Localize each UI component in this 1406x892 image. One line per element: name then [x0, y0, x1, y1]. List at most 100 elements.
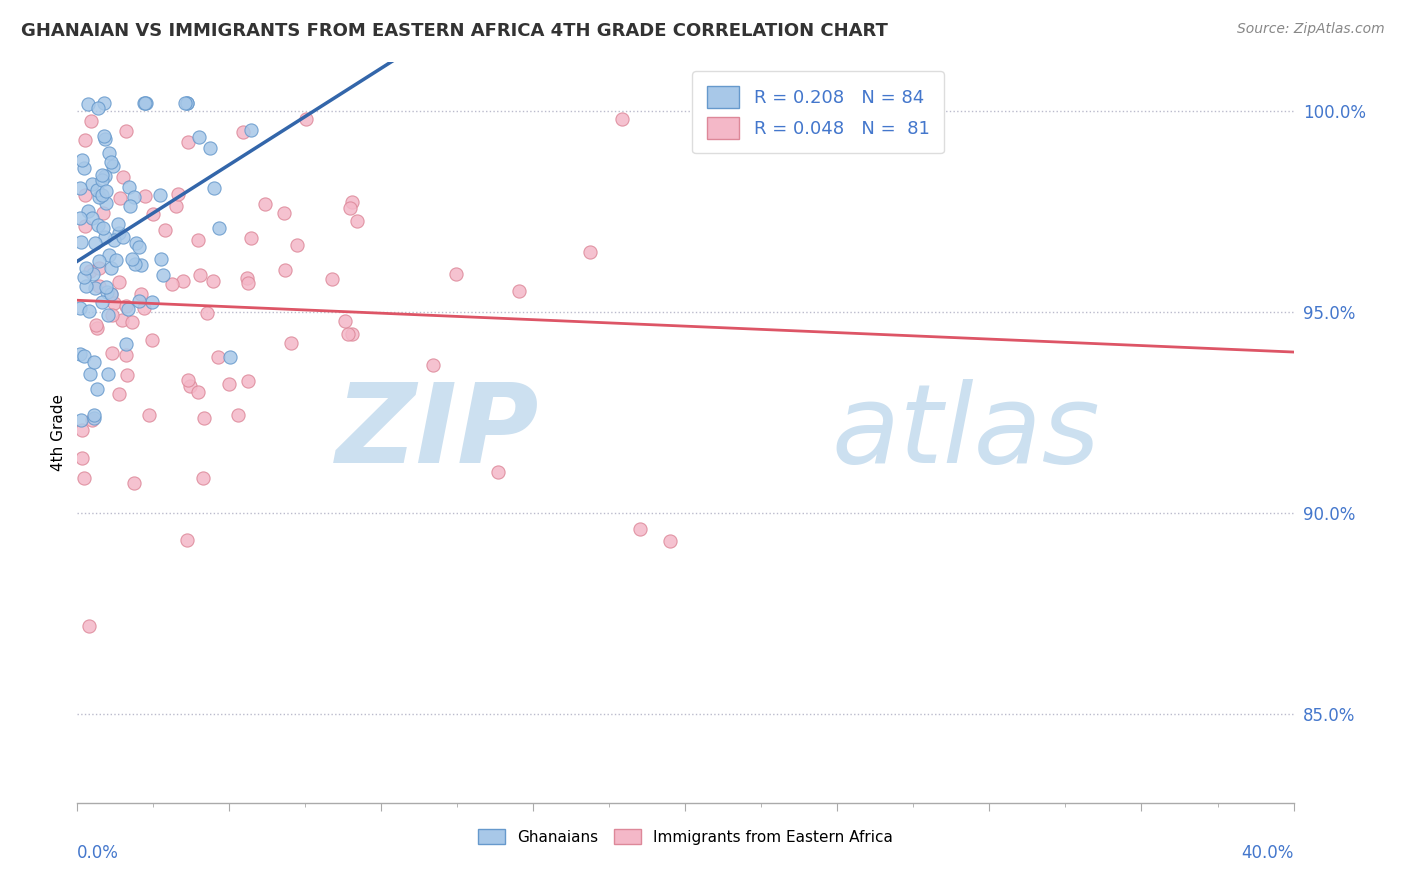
Point: [77, 304, 100, 318]
Point: [89, 253, 111, 268]
Point: [96, 285, 118, 299]
Point: [141, 294, 163, 309]
Point: [70, 153, 93, 168]
Point: [226, 408, 249, 422]
Point: [122, 190, 145, 204]
Point: [273, 206, 295, 220]
Point: [70, 450, 93, 465]
Text: GHANAIAN VS IMMIGRANTS FROM EASTERN AFRICA 4TH GRADE CORRELATION CHART: GHANAIAN VS IMMIGRANTS FROM EASTERN AFRI…: [21, 22, 889, 40]
Point: [80, 114, 103, 128]
Point: [73, 350, 96, 364]
Point: [111, 313, 134, 327]
Point: [70, 235, 93, 249]
Point: [195, 306, 218, 320]
Point: [174, 95, 197, 110]
Point: [118, 180, 141, 194]
Point: [93, 95, 115, 110]
Point: [236, 374, 259, 388]
Point: [83, 281, 105, 295]
Point: [118, 199, 141, 213]
Point: [94, 229, 117, 244]
Point: [610, 112, 633, 126]
Point: [70, 423, 93, 437]
Point: [422, 359, 444, 373]
Point: [94, 280, 117, 294]
Point: [87, 260, 110, 275]
Point: [89, 279, 111, 293]
Point: [121, 252, 143, 267]
Point: [91, 206, 114, 220]
Point: [176, 533, 198, 548]
Point: [444, 267, 467, 281]
Point: [240, 123, 263, 137]
Point: [193, 411, 215, 425]
Point: [218, 376, 240, 391]
Point: [153, 223, 176, 237]
Point: [86, 321, 108, 335]
Point: [274, 262, 297, 277]
Point: [138, 408, 160, 422]
Point: [253, 197, 276, 211]
Point: [69, 413, 91, 427]
Point: [176, 135, 198, 149]
Point: [87, 101, 110, 115]
Point: [69, 181, 91, 195]
Point: [176, 95, 198, 110]
Text: ZIP: ZIP: [336, 379, 540, 486]
Point: [128, 240, 150, 254]
Point: [333, 314, 356, 328]
Point: [86, 382, 108, 396]
Point: [73, 188, 96, 202]
Text: 40.0%: 40.0%: [1241, 844, 1294, 862]
Point: [69, 301, 91, 315]
Point: [97, 367, 120, 381]
Point: [80, 178, 103, 192]
Point: [486, 466, 509, 480]
Y-axis label: 4th Grade: 4th Grade: [51, 394, 66, 471]
Point: [508, 285, 530, 299]
Point: [112, 229, 135, 244]
Point: [115, 124, 138, 138]
Point: [76, 204, 98, 219]
Point: [83, 355, 105, 369]
Text: atlas: atlas: [831, 379, 1099, 486]
Point: [75, 219, 97, 234]
Point: [86, 318, 108, 332]
Point: [115, 337, 138, 351]
Point: [219, 350, 242, 364]
Text: 0.0%: 0.0%: [77, 844, 120, 862]
Point: [628, 522, 651, 536]
Point: [79, 264, 101, 278]
Point: [114, 299, 136, 313]
Point: [240, 231, 263, 245]
Point: [75, 260, 97, 275]
Point: [100, 287, 122, 301]
Point: [77, 96, 100, 111]
Point: [91, 221, 114, 235]
Point: [122, 475, 145, 490]
Point: [129, 258, 152, 272]
Point: [207, 351, 229, 365]
Point: [82, 413, 104, 427]
Point: [90, 187, 112, 202]
Point: [191, 470, 214, 484]
Point: [187, 384, 209, 399]
Point: [103, 233, 125, 247]
Point: [101, 159, 124, 173]
Point: [149, 187, 172, 202]
Point: [111, 170, 134, 185]
Point: [100, 308, 122, 322]
Point: [177, 372, 200, 386]
Point: [176, 95, 198, 110]
Point: [73, 471, 96, 485]
Point: [198, 141, 221, 155]
Point: [141, 333, 163, 347]
Point: [94, 169, 117, 183]
Point: [94, 132, 117, 146]
Point: [73, 133, 96, 147]
Point: [179, 378, 201, 392]
Point: [129, 286, 152, 301]
Point: [150, 252, 173, 267]
Point: [162, 277, 184, 291]
Point: [125, 235, 148, 250]
